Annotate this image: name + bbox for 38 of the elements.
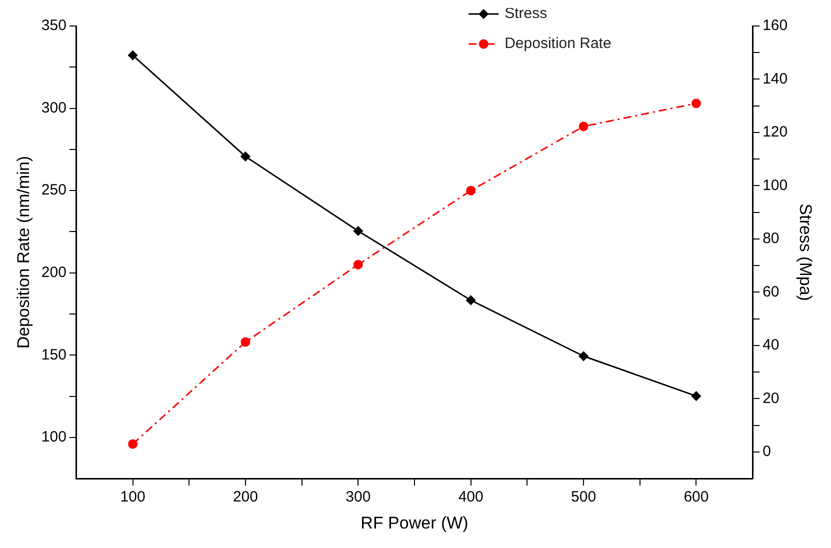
y2-tick-label: 140 bbox=[762, 70, 788, 88]
point bbox=[240, 152, 250, 162]
x-tick-label: 500 bbox=[571, 488, 596, 506]
y2-tick-label: 120 bbox=[762, 124, 788, 141]
y2-axis-title: Stress (Mpa) bbox=[796, 204, 816, 301]
y2-tick-label: 100 bbox=[762, 176, 788, 194]
point bbox=[353, 226, 363, 236]
point bbox=[240, 337, 250, 347]
point bbox=[353, 260, 363, 270]
y-tick-label: 300 bbox=[41, 99, 66, 116]
x-axis-title: RF Power (W) bbox=[360, 513, 468, 532]
x-tick-label: 600 bbox=[684, 488, 709, 506]
legend-label: Deposition Rate bbox=[504, 35, 612, 52]
x-tick-label: 200 bbox=[232, 488, 258, 506]
y2-tick-label: 40 bbox=[762, 336, 780, 354]
point bbox=[578, 122, 588, 132]
y2-tick-label: 20 bbox=[762, 390, 780, 407]
y-tick-label: 100 bbox=[41, 428, 66, 446]
y-tick-label: 350 bbox=[41, 17, 66, 34]
point bbox=[128, 50, 138, 60]
y2-tick-label: 80 bbox=[762, 230, 780, 248]
legend-label: Stress bbox=[504, 5, 548, 22]
y-axis-title: Deposition Rate (nm/min) bbox=[14, 156, 33, 349]
point bbox=[466, 186, 476, 196]
x-tick-label: 400 bbox=[458, 488, 484, 506]
y2-tick-label: 60 bbox=[762, 283, 780, 300]
y-tick-label: 200 bbox=[41, 264, 66, 282]
y2-tick-label: 0 bbox=[762, 443, 771, 460]
point bbox=[466, 295, 476, 305]
y-tick-label: 150 bbox=[41, 346, 66, 364]
point bbox=[578, 351, 588, 361]
x-tick-label: 100 bbox=[120, 488, 146, 506]
point bbox=[691, 391, 701, 401]
y-tick-label: 250 bbox=[41, 182, 66, 199]
point bbox=[691, 98, 701, 108]
x-tick-label: 300 bbox=[346, 488, 371, 506]
y2-tick-label: 160 bbox=[762, 17, 788, 34]
point bbox=[128, 439, 138, 449]
